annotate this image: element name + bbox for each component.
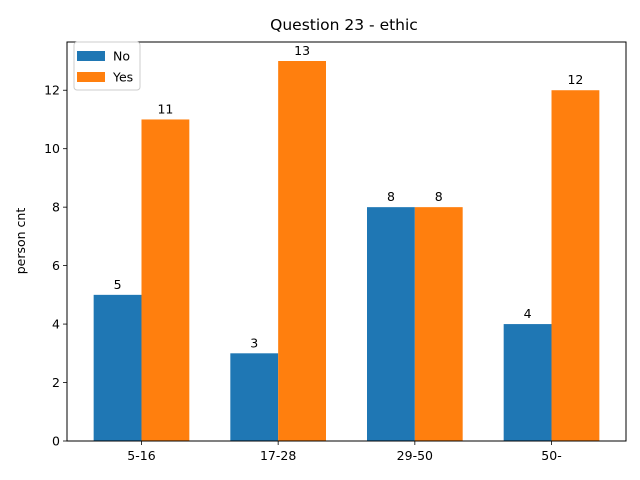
bars-group: [93, 61, 600, 441]
bar-yes-5-16: [141, 119, 190, 441]
legend-label-no: No: [113, 49, 130, 64]
y-tick-label: 6: [52, 258, 60, 273]
legend-swatch-yes: [77, 72, 105, 82]
legend-label-yes: Yes: [112, 70, 133, 85]
data-labels-group: 5 3 8 4 11 13 8 12: [114, 43, 584, 350]
data-label-yes-29-50: 8: [435, 189, 443, 204]
data-label-yes-17-28: 13: [294, 43, 310, 58]
x-axis: 5-16 17-28 29-50 50-: [127, 441, 562, 463]
data-label-no-5-16: 5: [114, 277, 122, 292]
x-tick-label: 5-16: [127, 448, 155, 463]
y-tick-label: 8: [52, 200, 60, 215]
data-label-no-17-28: 3: [250, 335, 258, 350]
data-label-yes-50-: 12: [567, 72, 583, 87]
y-tick-label: 12: [44, 83, 60, 98]
bar-no-17-28: [230, 353, 279, 441]
x-tick-label: 50-: [541, 448, 561, 463]
plot-frame: [66, 41, 627, 442]
bar-no-29-50: [367, 207, 415, 441]
y-axis: 0 2 4 6 8 10 12: [44, 83, 67, 449]
data-label-yes-5-16: 11: [157, 101, 173, 116]
y-axis-label: person cnt: [13, 208, 28, 275]
chart-title: Question 23 - ethic: [270, 16, 418, 34]
data-label-no-29-50: 8: [387, 189, 395, 204]
bar-yes-17-28: [278, 61, 326, 441]
x-tick-label: 17-28: [260, 448, 296, 463]
bar-no-50-: [503, 324, 552, 441]
y-tick-label: 2: [52, 375, 60, 390]
y-tick-label: 10: [44, 141, 60, 156]
x-tick-label: 29-50: [397, 448, 433, 463]
y-tick-label: 4: [52, 317, 60, 332]
bar-yes-29-50: [414, 207, 463, 441]
legend-swatch-no: [77, 51, 105, 61]
legend: No Yes: [73, 41, 141, 91]
bar-yes-50-: [551, 90, 600, 441]
data-label-no-50-: 4: [524, 306, 532, 321]
bar-no-5-16: [93, 294, 142, 441]
y-tick-label: 0: [52, 434, 60, 449]
